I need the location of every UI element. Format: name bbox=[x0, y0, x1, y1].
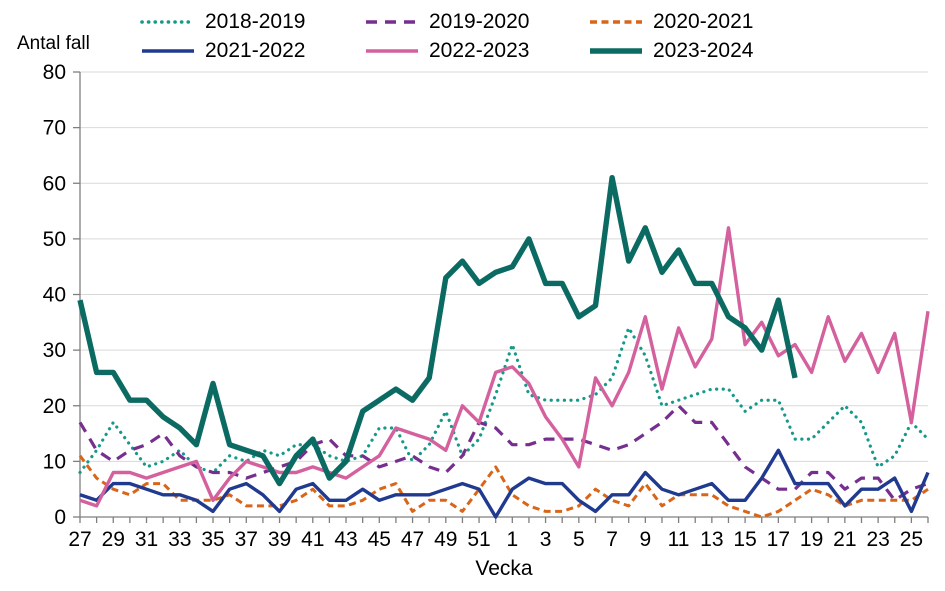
x-tick-label: 17 bbox=[767, 528, 790, 551]
legend-label: 2021-2022 bbox=[205, 39, 306, 62]
y-tick-label: 80 bbox=[43, 61, 66, 84]
legend-label: 2020-2021 bbox=[653, 10, 754, 33]
legend-item-2022-2023: 2022-2023 bbox=[364, 39, 588, 63]
x-tick-label: 21 bbox=[833, 528, 856, 551]
legend-swatch-icon bbox=[590, 48, 642, 54]
x-tick-label: 15 bbox=[733, 528, 756, 551]
y-tick-label: 40 bbox=[43, 284, 66, 307]
x-tick-label: 33 bbox=[168, 528, 191, 551]
x-tick-label: 25 bbox=[900, 528, 923, 551]
series-line-2023-2024 bbox=[77, 175, 798, 487]
y-tick-label: 20 bbox=[43, 395, 66, 418]
legend-swatch-icon bbox=[140, 20, 196, 24]
chart-legend: 2018-2019 2019-2020 2020-2021 2021-2022 2022… bbox=[140, 10, 840, 68]
y-tick-label: 60 bbox=[43, 172, 66, 195]
y-axis-title: Antal fall bbox=[17, 33, 90, 54]
y-tick-label: 30 bbox=[43, 339, 66, 362]
x-tick-label: 41 bbox=[301, 528, 324, 551]
y-tick-label: 10 bbox=[43, 450, 66, 473]
x-tick-label: 45 bbox=[368, 528, 391, 551]
x-tick-label: 47 bbox=[401, 528, 424, 551]
x-tick-label: 43 bbox=[334, 528, 357, 551]
y-tick-label: 70 bbox=[43, 117, 66, 140]
legend-item-2020-2021: 2020-2021 bbox=[588, 10, 812, 34]
x-tick-label: 39 bbox=[268, 528, 291, 551]
legend-label: 2022-2023 bbox=[429, 39, 530, 62]
x-tick-label: 23 bbox=[866, 528, 889, 551]
series-line-2019-2020 bbox=[78, 404, 929, 502]
legend-item-2019-2020: 2019-2020 bbox=[364, 10, 588, 34]
x-tick-label: 31 bbox=[135, 528, 158, 551]
x-tick-label: 35 bbox=[201, 528, 224, 551]
x-tick-label: 3 bbox=[540, 528, 552, 551]
legend-swatch-icon bbox=[366, 20, 418, 24]
series-line-2021-2022 bbox=[79, 448, 930, 519]
legend-swatch-icon bbox=[142, 49, 194, 53]
x-tick-label: 1 bbox=[506, 528, 518, 551]
x-tick-label: 51 bbox=[467, 528, 490, 551]
x-tick-label: 7 bbox=[606, 528, 618, 551]
legend-row: 2021-2022 2022-2023 2023-2024 bbox=[140, 39, 840, 63]
legend-label: 2023-2024 bbox=[653, 39, 754, 62]
legend-item-2018-2019: 2018-2019 bbox=[140, 10, 364, 34]
x-tick-label: 13 bbox=[700, 528, 723, 551]
legend-swatch-icon bbox=[366, 49, 418, 53]
legend-item-2021-2022: 2021-2022 bbox=[140, 39, 364, 63]
x-axis-title: Vecka bbox=[475, 557, 533, 580]
x-tick-label: 11 bbox=[668, 528, 690, 551]
x-tick-label: 19 bbox=[800, 528, 823, 551]
y-tick-label: 0 bbox=[54, 506, 66, 529]
legend-swatch-icon bbox=[590, 20, 642, 24]
x-tick-label: 5 bbox=[573, 528, 585, 551]
x-tick-label: 49 bbox=[434, 528, 457, 551]
series-line-2018-2019 bbox=[78, 326, 930, 475]
x-tick-label: 29 bbox=[102, 528, 125, 551]
x-tick-label: 27 bbox=[68, 528, 91, 551]
y-tick-label: 50 bbox=[43, 228, 66, 251]
x-tick-label: 9 bbox=[639, 528, 651, 551]
y-axis: 0 10 20 30 40 50 60 70 80 bbox=[43, 61, 81, 529]
legend-item-2023-2024: 2023-2024 bbox=[588, 39, 812, 63]
x-tick-label: 37 bbox=[235, 528, 258, 551]
legend-label: 2018-2019 bbox=[205, 10, 306, 33]
legend-row: 2018-2019 2019-2020 2020-2021 bbox=[140, 10, 840, 34]
legend-label: 2019-2020 bbox=[429, 10, 530, 33]
x-axis: 27 29 31 33 35 37 39 41 43 45 47 49 51 1 3 5 7 9 11 13 15 17 1… bbox=[68, 516, 929, 580]
